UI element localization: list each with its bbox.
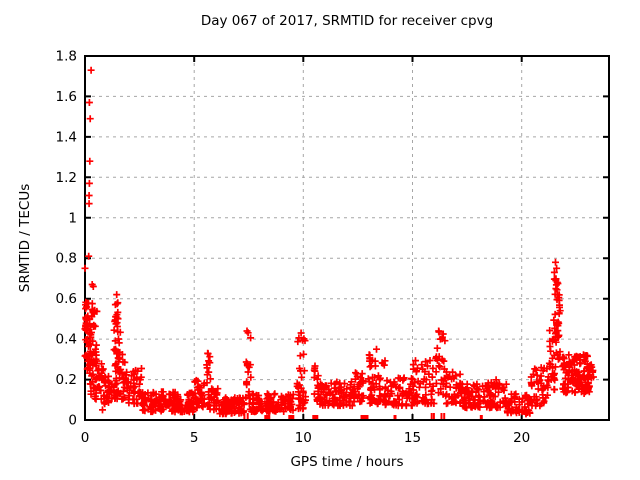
scatter-points [81,66,597,418]
chart-title: Day 067 of 2017, SRMTID for receiver cpv… [200,13,494,29]
zero-value-mark [432,413,435,421]
zero-value-cluster [393,415,397,421]
x-axis-label: GPS time / hours [290,454,404,470]
y-tick-label: 0.8 [56,251,77,267]
x-tick-label: 10 [295,430,312,446]
x-tick-label: 20 [513,430,530,446]
y-tick-label: 1.6 [56,89,77,105]
zero-value-mark [440,413,443,421]
zero-value-mark [443,413,446,421]
x-tick-label: 15 [404,430,421,446]
zero-value-mark [246,413,249,421]
y-tick-label: 0.6 [56,291,77,307]
y-tick-label: 0.2 [56,372,77,388]
y-tick-label: 1.2 [56,170,77,186]
zero-value-mark [430,413,433,421]
y-tick-label: 1 [68,210,77,226]
zero-value-mark [243,413,246,421]
x-tick-label: 5 [190,430,199,446]
plot-border [84,55,610,421]
zero-value-cluster [479,415,483,421]
grid-lines [85,56,609,420]
zero-value-cluster [288,415,295,421]
y-tick-label: 0 [68,413,77,429]
zero-value-cluster [264,415,271,421]
zero-value-cluster [360,415,369,421]
y-tick-label: 1.4 [56,129,77,145]
zero-value-cluster [312,415,319,421]
y-tick-label: 1.8 [56,49,77,65]
x-tick-label: 0 [81,430,90,446]
axis-ticks [84,55,609,421]
y-tick-label: 0.4 [56,332,77,348]
